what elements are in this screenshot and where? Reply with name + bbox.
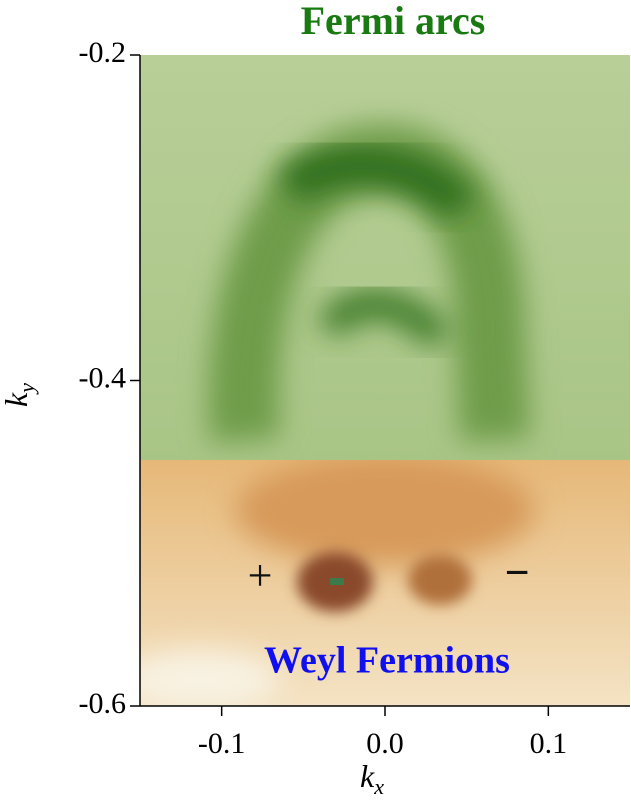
- annotation: Weyl Fermions: [264, 640, 510, 682]
- y-tick-label: -0.4: [79, 361, 127, 394]
- y-label-symbol: k: [0, 392, 34, 407]
- x-label-subscript: x: [373, 774, 384, 799]
- x-tick-label: 0.1: [530, 727, 568, 760]
- y-axis-label: ky: [0, 383, 39, 407]
- y-tick-label: -0.6: [79, 687, 127, 720]
- intensity-map: [120, 55, 630, 710]
- x-axis-label: kx: [360, 758, 384, 799]
- x-tick-label: -0.1: [198, 727, 246, 760]
- y-tick-label: -0.2: [79, 36, 127, 69]
- x-tick-label: 0.0: [366, 727, 404, 760]
- annotation: +: [248, 551, 273, 600]
- annotation: −: [504, 548, 529, 597]
- chart: Fermi arcs Weyl Fermions + − kx ky -0.10…: [0, 0, 631, 804]
- x-label-symbol: k: [360, 758, 375, 794]
- chart-title: Fermi arcs: [301, 0, 486, 43]
- y-label-subscript: y: [14, 383, 39, 395]
